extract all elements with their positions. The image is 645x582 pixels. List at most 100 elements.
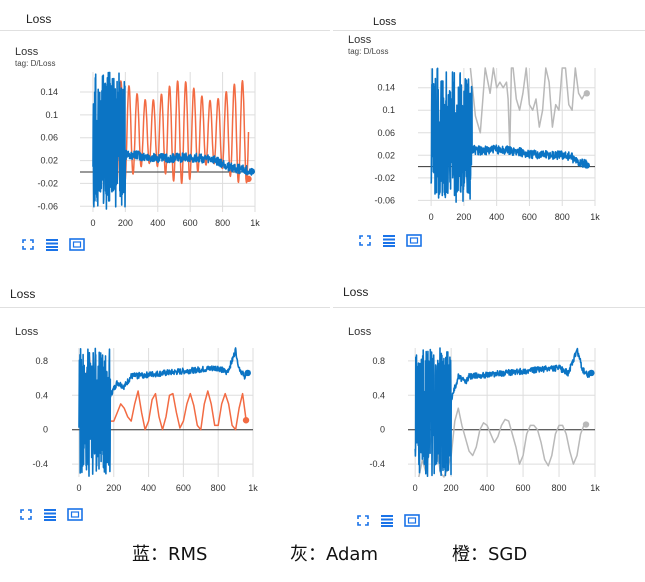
section-title: Loss [343,285,369,299]
x-tick-label: 200 [444,483,459,493]
y-tick-label: -0.4 [32,459,48,469]
chart-title: Loss [15,46,39,58]
chart-tag: tag: D/Loss [15,59,56,68]
divider [0,30,330,31]
y-tick-label: 0.8 [35,356,48,366]
y-tick-label: 0.1 [45,110,58,120]
y-tick-label: 0 [380,425,385,435]
x-tick-label: 600 [176,483,191,493]
x-tick-label: 200 [118,218,133,228]
x-tick-label: 0 [76,483,81,493]
series-endpoint-rms [248,168,255,175]
chart-title: Loss [15,326,39,338]
y-tick-label: 0 [43,425,48,435]
toggle-log-icon[interactable] [45,238,59,251]
x-tick-label: 0 [90,218,95,228]
chart-card: Loss tag: D/Loss 0 200 400 600 800 1k -0.06 -0.… [15,46,321,296]
x-tick-label: 600 [516,483,531,493]
x-tick-label: 200 [106,483,121,493]
series-endpoint-rms [244,369,251,377]
y-tick-label: 0.4 [372,390,385,400]
x-tick-label: 0 [413,483,418,493]
chart-tag: tag: D/Loss [348,47,389,56]
legend-rms: 蓝：RMS [132,544,208,565]
divider [0,307,330,308]
y-tick-label: -0.02 [37,178,58,188]
chart-card: Loss 0 200 400 600 800 1k -0.4 0 0.4 0.8 [348,326,645,576]
divider [333,307,645,308]
section-title-partial: Loss [373,16,397,28]
x-tick-label: 400 [141,483,156,493]
y-tick-label: -0.02 [374,173,395,183]
toggle-log-icon[interactable] [382,234,396,247]
chart-title: Loss [348,34,372,46]
fit-domain-icon[interactable] [19,508,33,521]
series-endpoint-sgd [245,175,252,183]
loss-chart[interactable]: 0 200 400 600 800 1k -0.06 -0.02 0.02 0.06 0.1 0.14 [333,62,633,252]
y-tick-label: 0.1 [382,105,395,115]
fit-domain-icon[interactable] [21,238,35,251]
panel-top-left: Loss Loss tag: D/Loss 0 200 400 600 800 1k -0.… [0,0,330,265]
x-tick-label: 1k [590,483,600,493]
y-tick-label: 0.02 [40,156,58,166]
series-endpoint-rms [583,162,591,169]
x-tick-label: 1k [250,218,260,228]
series-endpoint-adam [583,90,591,97]
section-title: Loss [10,287,36,301]
x-tick-label: 1k [590,212,600,222]
y-tick-label: -0.06 [37,201,58,211]
series-line-adam [418,407,585,478]
x-tick-label: 400 [150,218,165,228]
y-tick-label: -0.06 [374,195,395,205]
series-line-rms [92,71,253,210]
expand-icon[interactable] [406,234,422,247]
x-tick-label: 600 [183,218,198,228]
expand-icon[interactable] [67,508,83,521]
loss-chart[interactable]: 0 200 400 600 800 1k -0.06 -0.02 0.02 0.06 0.1 0.14 [0,71,300,262]
x-tick-label: 1k [248,483,258,493]
panel-bottom-right: Loss Loss 0 200 400 600 800 1k -0.4 0 0.4 0.8 [333,272,645,532]
series-line-adam [469,67,586,151]
series-line-rms [430,67,588,203]
y-tick-label: 0.4 [35,390,48,400]
x-tick-label: 600 [522,212,537,222]
y-tick-label: 0.8 [372,356,385,366]
x-tick-label: 800 [211,483,226,493]
x-tick-label: 800 [552,483,567,493]
legend-sgd: 橙：SGD [452,544,528,565]
y-tick-label: 0.02 [377,150,395,160]
x-tick-label: 400 [480,483,495,493]
section-title: Loss [26,12,52,26]
chart-title: Loss [348,326,372,338]
chart-card: Loss tag: D/Loss 0 200 400 600 800 1k -0.06 -0.… [348,34,645,284]
x-tick-label: 800 [555,212,570,222]
y-tick-label: -0.4 [369,459,385,469]
chart-card: Loss 0 200 400 600 800 1k -0.4 0 0.4 0.8 [15,326,321,576]
fit-domain-icon[interactable] [356,514,370,527]
toggle-log-icon[interactable] [43,508,57,521]
series-line-rms [78,347,249,477]
y-tick-label: 0.14 [377,83,395,93]
series-endpoint-sgd [242,417,250,424]
legend-adam: 灰：Adam [290,544,378,565]
fit-domain-icon[interactable] [358,234,372,247]
series-endpoint-adam [582,421,590,428]
expand-icon[interactable] [69,238,85,251]
y-tick-label: 0.14 [40,87,58,97]
loss-chart[interactable]: 0 200 400 600 800 1k -0.4 0 0.4 0.8 [333,342,633,512]
panel-bottom-left: Loss Loss 0 200 400 600 800 1k -0.4 0 0.4 0.8 [0,272,330,532]
panel-top-right: Loss Loss tag: D/Loss 0 200 400 600 800 1k -0.… [333,0,645,270]
toggle-log-icon[interactable] [380,514,394,527]
series-line-rms [414,347,593,477]
divider [333,30,645,31]
series-line-sgd [101,79,250,185]
y-tick-label: 0.06 [40,133,58,143]
series-endpoint-rms [588,369,595,377]
x-tick-label: 400 [489,212,504,222]
x-tick-label: 200 [456,212,471,222]
y-tick-label: 0.06 [377,128,395,138]
expand-icon[interactable] [404,514,420,527]
loss-chart[interactable]: 0 200 400 600 800 1k -0.4 0 0.4 0.8 [0,342,300,512]
x-tick-label: 800 [215,218,230,228]
x-tick-label: 0 [429,212,434,222]
